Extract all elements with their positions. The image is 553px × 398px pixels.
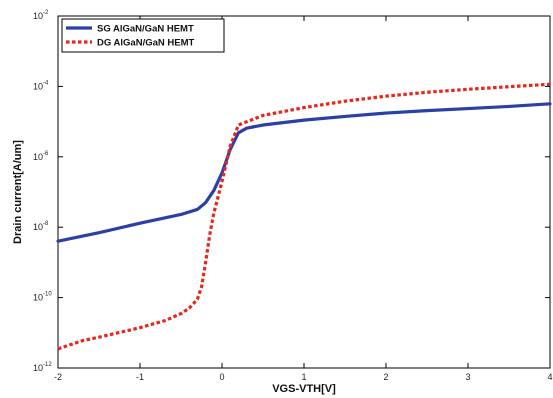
x-tick-label: 0 xyxy=(219,372,224,382)
y-tick-label: 10-8 xyxy=(33,221,49,232)
x-tick-label: 2 xyxy=(383,372,388,382)
y-tick-base: 10 xyxy=(33,11,43,21)
y-tick-base: 10 xyxy=(33,81,43,91)
legend-label: SG AlGaN/GaN HEMT xyxy=(97,24,194,35)
legend-box xyxy=(61,18,225,53)
x-tick-label: 1 xyxy=(301,372,306,382)
y-tick-exponent: -2 xyxy=(43,10,49,16)
legend-label: DG AlGaN/GaN HEMT xyxy=(97,38,194,49)
series-line-sg-hemt xyxy=(56,102,552,243)
x-tick-label: -1 xyxy=(136,372,144,382)
y-tick-exponent: -6 xyxy=(43,151,49,157)
x-tick-label: 4 xyxy=(547,372,552,382)
x-tick-label: 3 xyxy=(465,372,470,382)
y-tick-base: 10 xyxy=(33,222,43,232)
legend: SG AlGaN/GaN HEMT DG AlGaN/GaN HEMT xyxy=(61,18,225,53)
y-tick-label: 10-2 xyxy=(33,10,49,21)
y-tick-base: 10 xyxy=(33,152,43,162)
y-tick-label: 10-12 xyxy=(33,362,52,373)
y-tick-label: 10-4 xyxy=(33,80,49,91)
series-lines xyxy=(56,82,552,351)
y-tick-exponent: -8 xyxy=(43,221,49,227)
y-tick-exponent: -12 xyxy=(43,362,52,368)
y-tick-exponent: -10 xyxy=(43,292,52,298)
y-tick-exponent: -4 xyxy=(43,80,49,86)
x-axis-title: VGS-VTH[V] xyxy=(272,383,336,395)
y-tick-base: 10 xyxy=(33,293,43,303)
y-tick-base: 10 xyxy=(33,363,43,373)
x-tick-label: -2 xyxy=(54,372,62,382)
y-axis-title: Drain current[A/um] xyxy=(12,140,24,244)
series-line-dg-hemt xyxy=(57,82,551,351)
plot-area xyxy=(57,15,551,369)
y-tick-label: 10-10 xyxy=(33,292,52,303)
y-tick-label: 10-6 xyxy=(33,151,49,162)
